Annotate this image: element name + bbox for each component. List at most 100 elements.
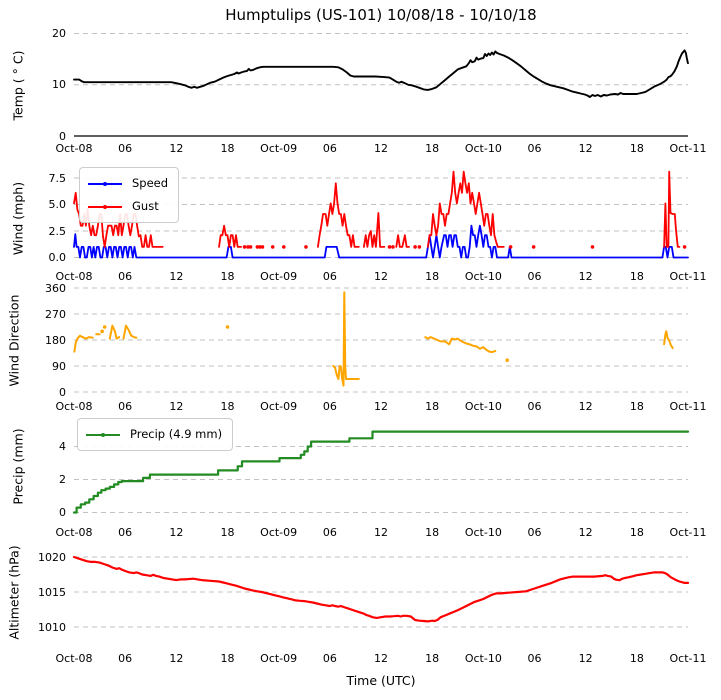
x-tick-label: 06 [527,400,542,413]
x-tick-label: Oct-09 [260,270,298,283]
gust-line-dot [242,245,247,249]
gust-line-segment [663,170,681,248]
x-tick-label: Oct-08 [55,526,93,539]
gust-line-dot [260,245,265,249]
y-tick-label: 10 [52,78,66,92]
x-tick-label: Oct-11 [669,270,707,283]
x-tick-label: 12 [374,400,388,413]
x-tick-label: 18 [425,142,440,155]
x-tick-label: Oct-10 [464,270,502,283]
wind-direction-line-segment [332,291,360,387]
gust-line-segment [427,170,505,248]
gust-line-dot [246,245,250,249]
x-tick-label: Oct-11 [669,652,707,665]
gust-line-dot [417,245,422,249]
x-tick-label: 06 [322,142,337,155]
wind-direction-line-segment [122,324,138,340]
y-tick-label: 0 [59,506,66,519]
x-tick-label: 12 [169,270,184,283]
y-tick-label: 2.5 [48,224,67,238]
temp-line [73,49,689,98]
x-tick-label: Oct-11 [669,142,707,155]
altimeter-line [72,555,690,623]
x-tick-label: 12 [374,526,388,539]
x-tick-label: Oct-11 [669,400,707,413]
x-tick-label: Oct-08 [55,270,93,283]
precip-legend: Precip (4.9 mm) [77,418,234,451]
x-tick-label: 06 [322,270,337,283]
gust-line-segment [317,182,360,248]
gust-line-dot [281,245,286,249]
gust-line-dot [391,245,395,249]
x-tick-label: 12 [374,652,388,665]
x-tick-label: 12 [169,526,184,539]
x-tick-label: 12 [169,142,184,155]
gust-line-swatch [88,204,122,209]
wind-direction-line-segment [108,324,121,340]
x-tick-label: 12 [374,270,388,283]
x-tick-label: 06 [118,400,133,413]
legend-row-speed: Speed [88,172,168,195]
x-tick-label: 06 [118,142,133,155]
y-tick-label: 1015 [38,585,66,599]
x-tick-label: Oct-10 [464,526,502,539]
wind-direction-line-dot [505,358,510,363]
x-tick-label: 06 [527,652,542,665]
y-tick-label: 4 [59,440,66,453]
x-tick-label: 06 [118,270,133,283]
x-tick-label: 18 [629,526,644,539]
x-tick-label: 18 [425,652,440,665]
gust-line-dot [590,245,595,249]
x-tick-label: 18 [220,526,235,539]
precip-marker-dot [101,432,105,437]
x-tick-label: 18 [425,526,440,539]
x-tick-label: Oct-10 [464,142,502,155]
x-tick-label: 06 [527,270,542,283]
x-tick-label: Oct-09 [260,400,298,413]
y-tick-label: 2 [59,473,66,486]
y-tick-label: 90 [52,359,66,373]
x-tick-label: Oct-10 [464,652,502,665]
x-tick-label: Oct-10 [464,400,502,413]
speed-line [73,224,689,259]
y-tick-label: 0 [59,385,66,399]
x-tick-label: 12 [169,400,184,413]
x-tick-label: 12 [578,526,593,539]
gust-line-segment [395,234,410,248]
x-tick-label: Oct-08 [55,652,93,665]
wind-direction-line-dot [225,325,230,329]
y-tick-label: 0.0 [48,251,67,264]
speed-marker-dot [103,181,107,186]
y-tick-label: 7.5 [48,171,67,185]
x-tick-label: Oct-11 [669,526,707,539]
gust-line-segment [363,212,386,248]
x-tick-label: 06 [322,400,337,413]
y-tick-label: 5.0 [48,198,67,211]
y-tick-label: 180 [45,333,66,347]
x-tick-label: 18 [629,142,644,155]
gust-line-dot [258,245,262,249]
gust-line-dot [387,245,392,249]
precip-line-swatch [86,432,120,437]
x-tick-label: 18 [220,652,235,665]
gust-line-dot [508,245,513,249]
x-tick-label: 18 [629,270,644,283]
x-tick-label: 12 [578,652,593,665]
gust-line-dot [531,245,536,249]
x-axis-label: Time (UTC) [346,673,416,688]
legend-label-speed: Speed [132,175,169,190]
x-tick-label: 06 [322,526,337,539]
x-tick-label: 12 [578,270,593,283]
x-tick-label: Oct-08 [55,400,93,413]
legend-label-gust: Gust [132,198,159,213]
x-tick-label: 06 [322,652,337,665]
x-tick-label: 06 [118,652,133,665]
x-tick-label: 12 [374,142,388,155]
gust-line-dot [255,245,260,249]
gust-line-dot [413,245,417,249]
x-tick-label: Oct-09 [260,652,298,665]
x-tick-label: 18 [220,142,235,155]
y-tick-label: 360 [45,281,66,295]
legend-row-precip: Precip (4.9 mm) [86,423,222,446]
